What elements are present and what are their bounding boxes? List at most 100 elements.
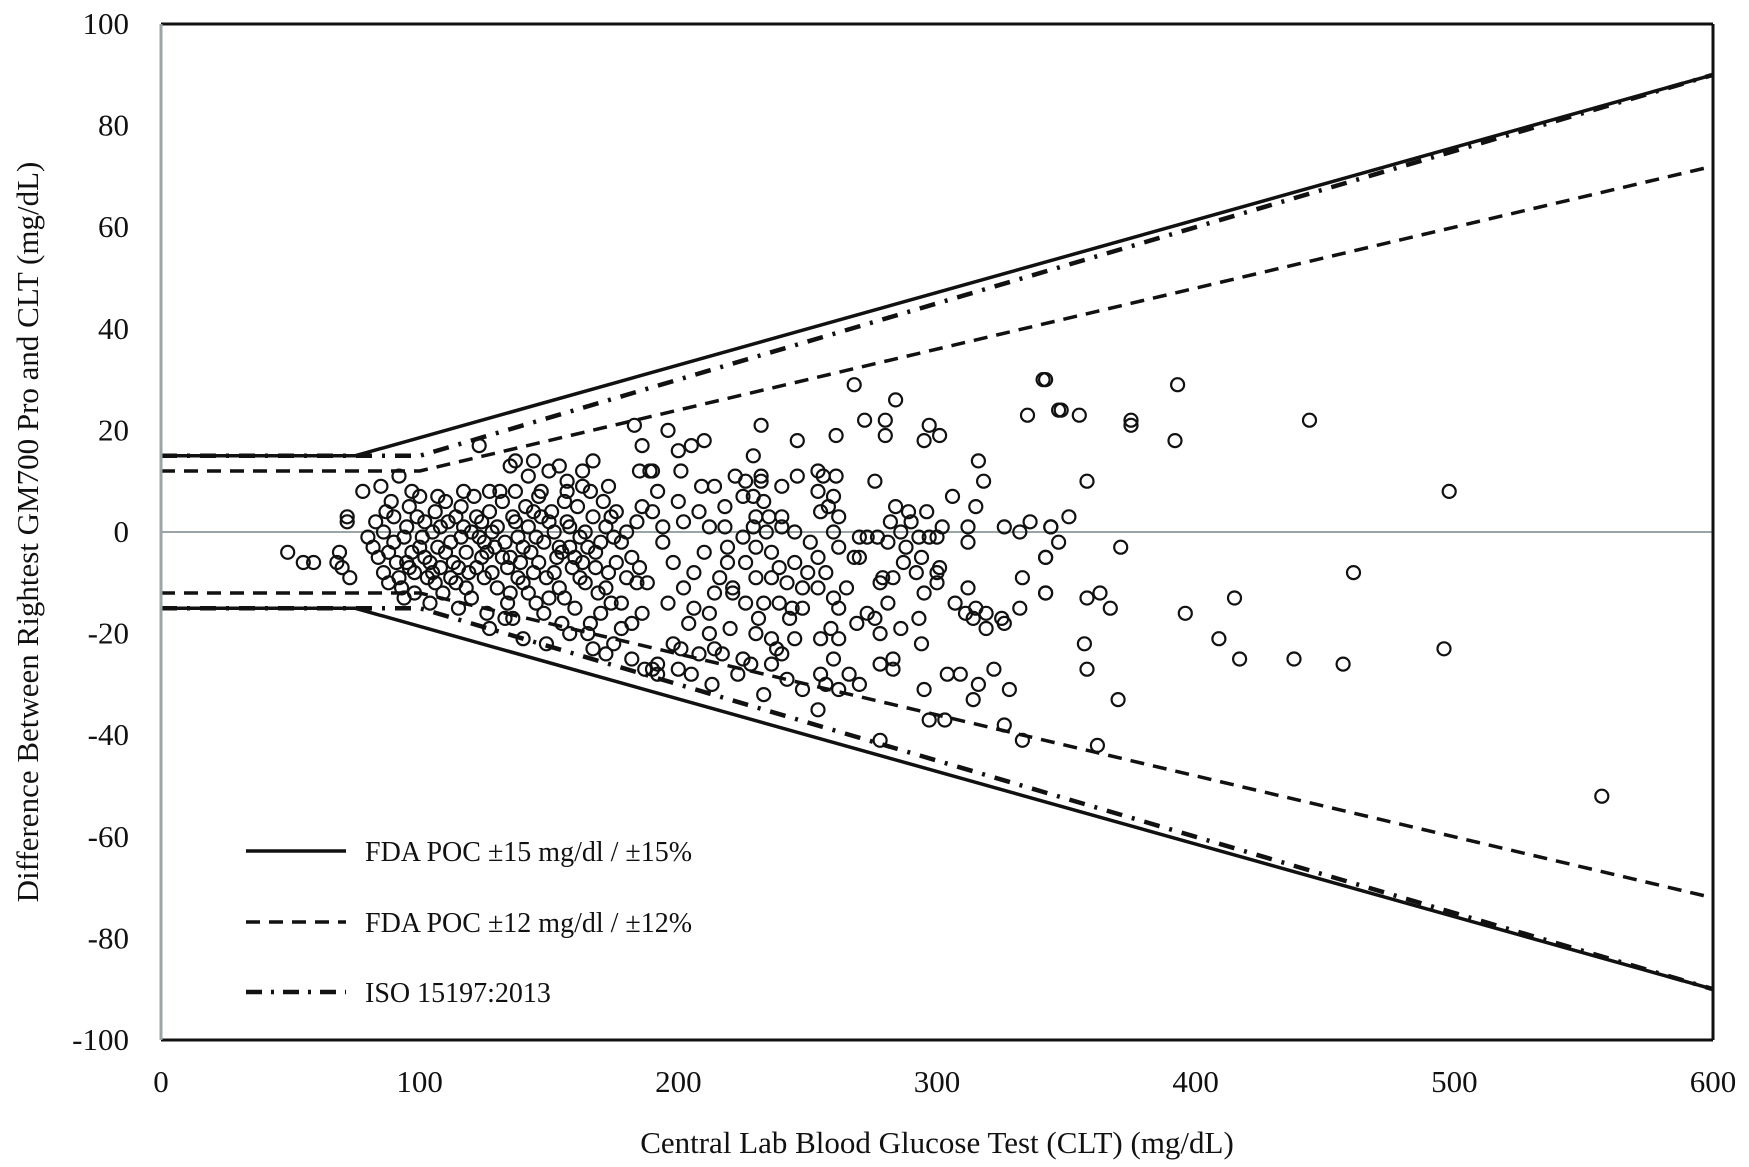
data-point	[893, 620, 909, 637]
data-point	[1436, 641, 1452, 657]
data-point	[412, 539, 428, 555]
data-point	[598, 580, 614, 596]
data-point	[996, 717, 1012, 733]
scatter-points	[280, 372, 1610, 804]
y-tick-label: -60	[88, 819, 129, 854]
data-point	[474, 514, 490, 530]
data-point	[717, 499, 733, 515]
data-point	[748, 625, 764, 642]
legend-item-fda-12: FDA POC ±12 mg/dl / ±12%	[246, 908, 692, 939]
data-point	[469, 509, 485, 525]
data-point	[355, 483, 371, 499]
data-point	[655, 519, 671, 535]
data-point	[536, 605, 552, 621]
data-point	[554, 544, 570, 560]
data-point	[831, 631, 847, 647]
data-point	[725, 580, 741, 596]
data-point	[463, 524, 479, 540]
data-point	[373, 478, 389, 494]
data-point	[712, 570, 728, 586]
data-point	[665, 636, 681, 652]
data-point	[562, 625, 578, 642]
data-point	[841, 666, 857, 682]
data-point	[1177, 605, 1193, 621]
data-point	[585, 509, 601, 525]
y-tick-label: -100	[72, 1022, 129, 1057]
data-point	[978, 620, 994, 637]
data-point	[929, 564, 945, 581]
data-point	[693, 478, 710, 494]
data-point	[427, 575, 443, 591]
data-point	[450, 600, 467, 616]
data-point	[489, 580, 505, 596]
data-point	[1286, 651, 1302, 667]
data-point	[577, 575, 593, 591]
data-point	[391, 570, 407, 586]
data-point	[1037, 549, 1054, 566]
data-point	[399, 554, 415, 571]
data-point	[818, 564, 834, 581]
x-axis-title: Central Lab Blood Glucose Test (CLT) (mg…	[640, 1125, 1234, 1160]
data-point	[409, 509, 425, 525]
data-point	[1226, 590, 1243, 606]
data-point	[481, 483, 498, 499]
data-point	[903, 514, 919, 530]
data-point	[683, 666, 699, 682]
data-point	[406, 585, 423, 601]
data-point	[574, 463, 591, 479]
data-point	[831, 681, 847, 698]
data-point	[507, 453, 524, 469]
data-point	[634, 438, 650, 454]
limit-line-dashed-upper	[161, 164, 1714, 473]
data-point	[505, 509, 521, 525]
data-point	[396, 529, 412, 545]
data-point	[481, 504, 498, 520]
data-point	[1441, 483, 1457, 499]
data-point	[965, 610, 981, 627]
data-point	[737, 554, 754, 571]
data-point	[644, 463, 661, 479]
data-point	[846, 377, 862, 393]
data-point	[758, 524, 774, 540]
data-point	[580, 625, 596, 642]
data-point	[851, 529, 868, 545]
data-point	[893, 524, 909, 540]
data-point	[818, 676, 834, 693]
data-point	[696, 433, 712, 449]
data-point	[673, 463, 689, 479]
data-point	[660, 595, 676, 611]
data-point	[673, 641, 689, 657]
data-point	[306, 554, 322, 571]
data-point	[696, 544, 712, 560]
data-point	[479, 605, 495, 621]
data-point	[546, 564, 562, 581]
x-tick-label: 400	[1172, 1064, 1219, 1099]
data-point	[880, 595, 896, 611]
data-point	[406, 564, 423, 581]
data-point	[481, 620, 498, 637]
data-point	[569, 499, 586, 515]
y-axis-ticks: -100 -80 -60 -40 -20 0 20 40 60 80 100	[72, 6, 129, 1057]
data-point	[911, 529, 927, 545]
data-point	[737, 473, 754, 489]
y-tick-label: 0	[114, 514, 130, 549]
data-point	[771, 595, 787, 611]
limit-line-solid-lower	[161, 606, 1714, 991]
data-point	[877, 427, 893, 444]
data-point	[867, 610, 883, 627]
data-point	[430, 488, 446, 504]
data-point	[774, 519, 790, 535]
data-point	[913, 636, 930, 652]
data-point	[1076, 636, 1093, 652]
data-point	[831, 600, 847, 616]
data-point	[484, 564, 500, 581]
data-point	[996, 519, 1012, 535]
data-point	[825, 651, 842, 667]
data-point	[554, 615, 570, 632]
data-point	[515, 631, 531, 647]
data-point	[1231, 651, 1248, 667]
data-point	[574, 554, 591, 571]
data-point	[383, 493, 399, 510]
data-point	[629, 575, 645, 591]
data-point	[440, 514, 456, 530]
